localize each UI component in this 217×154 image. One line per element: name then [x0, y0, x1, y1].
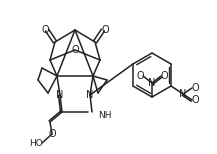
Text: O: O	[41, 25, 49, 35]
Text: O: O	[71, 45, 79, 55]
Text: N: N	[56, 90, 64, 100]
Text: N: N	[148, 78, 156, 88]
Text: O: O	[191, 83, 199, 93]
Text: O: O	[136, 71, 144, 81]
Text: O: O	[191, 95, 199, 105]
Text: O: O	[160, 71, 168, 81]
Text: O: O	[48, 129, 56, 139]
Text: N: N	[179, 89, 187, 99]
Text: NH: NH	[98, 111, 112, 120]
Text: N: N	[86, 90, 94, 100]
Text: O: O	[101, 25, 109, 35]
Text: HO: HO	[29, 140, 43, 148]
